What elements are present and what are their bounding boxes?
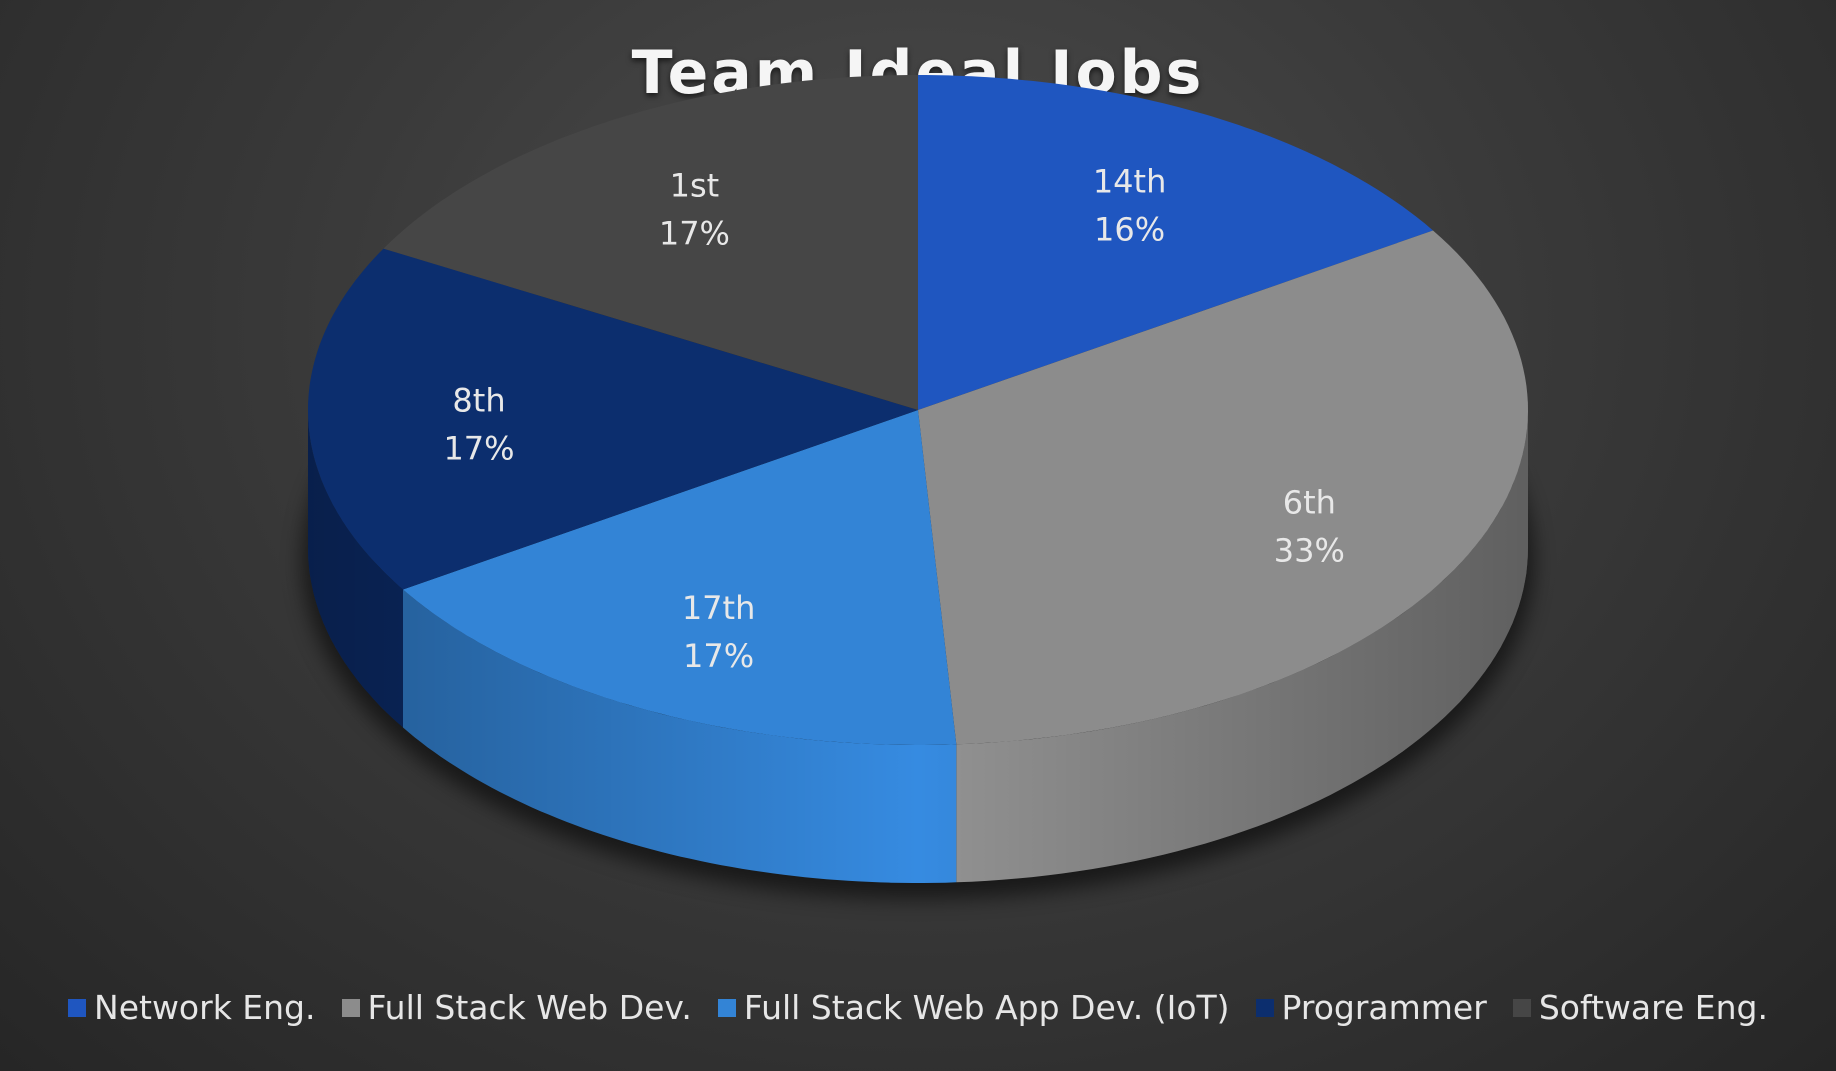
legend-swatch [717, 998, 736, 1017]
legend-swatch [1512, 998, 1531, 1017]
data-label-percent-0: 16% [1094, 211, 1165, 249]
legend-label: Full Stack Web Dev. [367, 988, 692, 1027]
legend-swatch [68, 998, 87, 1017]
pie-slice-2 [403, 410, 957, 745]
legend: Network Eng. Full Stack Web Dev. Full Stac… [0, 988, 1836, 1027]
legend-item: Full Stack Web Dev. [341, 988, 692, 1027]
legend-item: Programmer [1255, 988, 1487, 1027]
legend-label: Programmer [1281, 988, 1487, 1027]
data-label-percent-3: 17% [443, 430, 514, 468]
legend-item: Software Eng. [1512, 988, 1768, 1027]
data-label-rank-0: 14th [1093, 163, 1167, 201]
data-label-rank-2: 17th [682, 589, 756, 627]
legend-swatch [1255, 998, 1274, 1017]
pie-slice-3 [308, 248, 918, 590]
pie-wall-shading [308, 410, 1528, 883]
data-label-rank-3: 8th [452, 382, 505, 420]
legend-label: Network Eng. [94, 988, 316, 1027]
data-label-rank-1: 6th [1283, 484, 1336, 522]
legend-swatch [341, 998, 360, 1017]
data-label-percent-1: 33% [1274, 532, 1345, 570]
legend-label: Software Eng. [1538, 988, 1768, 1027]
legend-item: Full Stack Web App Dev. (IoT) [717, 988, 1230, 1027]
legend-label: Full Stack Web App Dev. (IoT) [743, 988, 1230, 1027]
data-label-rank-4: 1st [670, 166, 720, 204]
pie-slice-4 [383, 75, 918, 410]
data-label-percent-2: 17% [683, 637, 754, 675]
pie-slice-1 [918, 230, 1528, 745]
legend-item: Network Eng. [68, 988, 316, 1027]
pie-slice-0 [918, 75, 1433, 410]
data-label-percent-4: 17% [659, 214, 730, 252]
